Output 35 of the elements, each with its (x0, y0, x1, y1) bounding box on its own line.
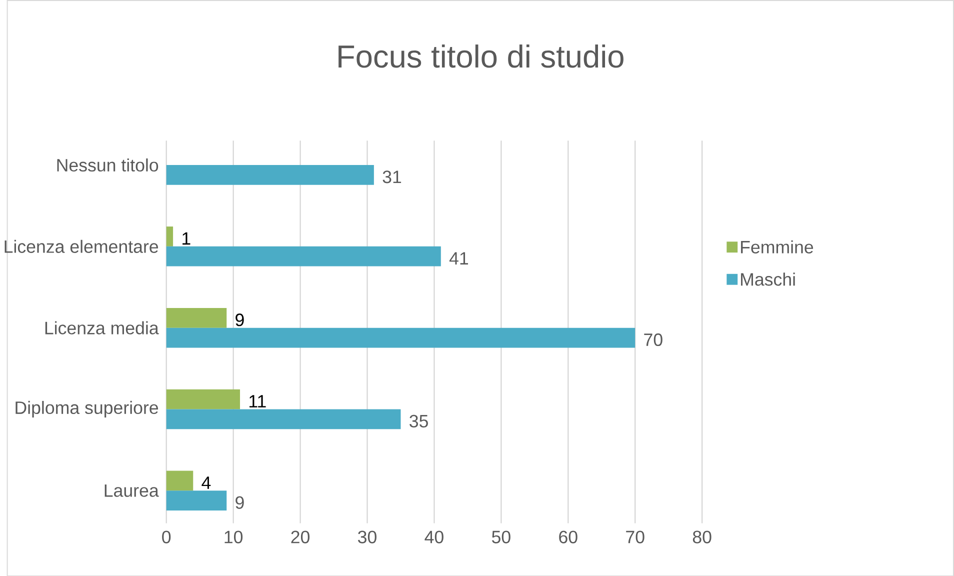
y-tick-label: Licenza media (45, 321, 159, 334)
data-label: 4 (202, 476, 211, 489)
y-tick-label: Diploma superiore (16, 400, 158, 418)
x-tick-label: 40 (424, 530, 444, 544)
data-label: 41 (449, 252, 468, 264)
data-label: 9 (236, 496, 244, 509)
data-label: 70 (644, 333, 662, 346)
y-tick-label: Licenza elementare (4, 240, 158, 253)
x-tick-label: 0 (162, 530, 171, 544)
legend-label: Femmine (741, 240, 814, 254)
x-tick-label: 20 (291, 530, 310, 544)
chart-title: Focus titolo di studio (338, 44, 624, 68)
bar (166, 409, 401, 429)
x-tick-label: 50 (492, 530, 510, 544)
bar (166, 490, 227, 510)
data-label: 31 (382, 170, 402, 183)
x-tick-label: 70 (626, 530, 644, 544)
bar (166, 470, 194, 490)
y-tick-label: Nessun titolo (57, 158, 158, 172)
x-tick-label: 30 (358, 530, 376, 544)
y-tick-label: Laurea (104, 484, 159, 497)
x-tick-label: 10 (224, 530, 243, 544)
data-label: 11 (250, 394, 266, 408)
x-tick-label: 80 (692, 530, 712, 544)
data-label: 35 (410, 414, 428, 428)
x-tick-label: 60 (559, 530, 578, 544)
bar (166, 308, 227, 328)
bar (166, 328, 636, 348)
legend-label: Maschi (741, 272, 795, 286)
bar (166, 389, 240, 410)
bar (166, 226, 174, 246)
bar (166, 246, 441, 266)
data-label: 9 (236, 313, 244, 326)
data-label: 1 (182, 232, 190, 244)
bar (166, 164, 374, 185)
